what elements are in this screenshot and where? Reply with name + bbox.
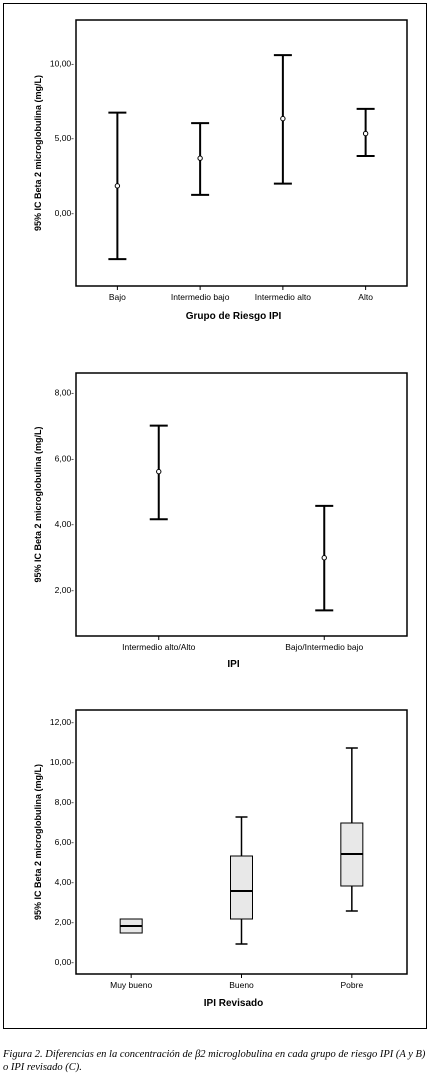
y-tick-label: 8,00- bbox=[55, 388, 75, 398]
chart-panel-1: 0,00- 5,00- 10,00- Bajo Intermedio bajo Inter… bbox=[33, 19, 408, 322]
x-tick-label: Bajo/Intermedio bajo bbox=[285, 642, 363, 652]
chart-panel-2: 2,00- 4,00- 6,00- 8,00- Intermedio alto/Alto… bbox=[33, 372, 408, 670]
y-tick-label: 5,00- bbox=[55, 133, 75, 143]
y-tick-label: 10,00- bbox=[50, 757, 74, 767]
plot-frame bbox=[75, 372, 408, 637]
x-tick-label: Bueno bbox=[229, 980, 254, 990]
y-tick-label: 8,00- bbox=[55, 797, 75, 807]
y-axis-title: 95% IC Beta 2 microglobulina (mg/L) bbox=[33, 75, 43, 231]
x-axis-title: IPI Revisado bbox=[204, 998, 263, 1009]
x-tick-label: Alto bbox=[358, 292, 373, 302]
figure-frame bbox=[3, 3, 427, 1029]
x-tick-label: Intermedio bajo bbox=[171, 292, 230, 302]
y-tick-label: 0,00- bbox=[55, 957, 75, 967]
x-tick-label: Pobre bbox=[340, 980, 363, 990]
y-tick-label: 6,00- bbox=[55, 837, 75, 847]
mean-marker bbox=[280, 115, 286, 122]
mean-marker bbox=[156, 468, 162, 475]
x-tick-label: Intermedio alto bbox=[255, 292, 311, 302]
y-tick-label: 6,00- bbox=[55, 453, 75, 463]
y-axis-title: 95% IC Beta 2 microglobulina (mg/L) bbox=[33, 426, 43, 582]
y-tick-label: 4,00- bbox=[55, 519, 75, 529]
figure-caption: Figura 2. Diferencias en la concentració… bbox=[3, 1049, 426, 1073]
y-tick-label: 0,00- bbox=[55, 208, 75, 218]
y-tick-label: 2,00- bbox=[55, 917, 75, 927]
y-tick-label: 12,00- bbox=[50, 717, 74, 727]
x-axis-title: Grupo de Riesgo IPI bbox=[186, 311, 282, 322]
x-tick-label: Bajo bbox=[109, 292, 126, 302]
charts-canvas: 0,00- 5,00- 10,00- Bajo Intermedio bajo Inter… bbox=[33, 19, 408, 1009]
plot-frame bbox=[75, 19, 408, 287]
y-tick-label: 4,00- bbox=[55, 877, 75, 887]
x-tick-label: Intermedio alto/Alto bbox=[122, 642, 196, 652]
mean-marker bbox=[114, 183, 121, 189]
x-axis-title: IPI bbox=[227, 659, 239, 670]
mean-marker bbox=[362, 130, 369, 137]
box bbox=[230, 855, 253, 920]
mean-marker bbox=[321, 555, 327, 561]
y-axis-title: 95% IC Beta 2 microglobulina (mg/L) bbox=[33, 764, 43, 920]
mean-marker bbox=[197, 155, 203, 161]
x-tick-label: Muy bueno bbox=[110, 980, 152, 990]
chart-panel-3: 0,00- 2,00- 4,00- 6,00- 8,00- 10,00- 12,00- Muy… bbox=[33, 709, 408, 1009]
y-tick-label: 10,00- bbox=[50, 58, 74, 68]
y-tick-label: 2,00- bbox=[55, 585, 75, 595]
